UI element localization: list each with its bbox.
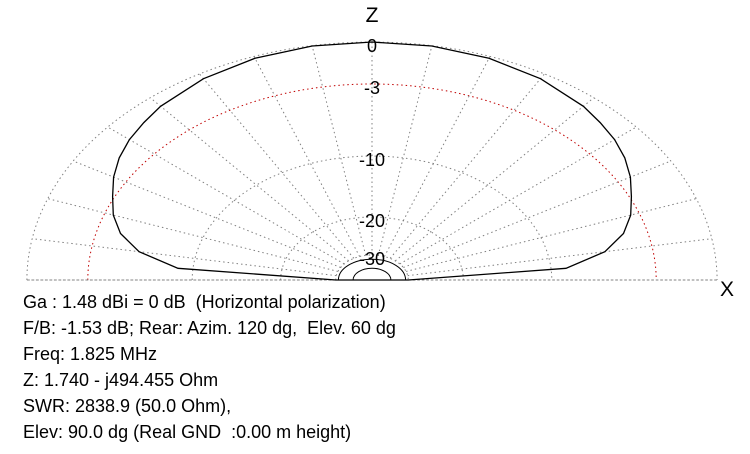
spoke-line — [149, 97, 350, 262]
z-axis-label: Z — [366, 4, 379, 27]
ring-labels: 0 -3 -10 -20 -30 — [359, 36, 385, 269]
ring-label: 0 — [367, 36, 377, 56]
ring-label: -3 — [364, 78, 380, 98]
front-back-info: F/B: -1.53 dB; Rear: Azim. 120 dg, Elev.… — [23, 318, 396, 338]
spoke-line — [405, 198, 697, 272]
spoke-line — [199, 73, 355, 259]
spoke-line — [32, 238, 337, 277]
spoke-line — [311, 45, 367, 256]
spoke-line — [394, 97, 595, 262]
ring-minus-20db — [280, 216, 464, 281]
spoke-line — [107, 126, 345, 265]
ring-label: -10 — [359, 150, 385, 170]
swr-info: SWR: 2838.9 (50.0 Ohm), — [23, 396, 232, 416]
spoke-line — [403, 160, 672, 268]
elevation-info: Elev: 90.0 dg (Real GND :0.00 m height) — [23, 422, 352, 442]
radiation-pattern-line — [111, 41, 633, 281]
impedance-info: Z: 1.740 - j494.455 Ohm — [23, 370, 219, 390]
ring-minus-10db — [191, 155, 553, 281]
spoke-line — [377, 45, 433, 256]
polar-grid — [26, 41, 718, 281]
ring-minus-30db — [335, 254, 409, 281]
center-ring — [337, 258, 407, 281]
spoke-line — [383, 56, 491, 257]
gain-info: Ga : 1.48 dBi = 0 dB (Horizontal polariz… — [23, 292, 386, 312]
ring-label: -30 — [359, 249, 385, 269]
x-axis-label: X — [720, 278, 734, 301]
spoke-line — [399, 126, 637, 265]
frequency-info: Freq: 1.825 MHz — [23, 344, 158, 364]
spoke-line — [407, 238, 712, 277]
spoke-line — [253, 56, 361, 257]
spoke-line — [72, 160, 341, 268]
ring-minus-3db — [87, 83, 657, 281]
ring-0db — [26, 41, 718, 281]
spoke-line — [389, 73, 545, 259]
spoke-line — [47, 198, 339, 272]
ring-label: -20 — [359, 211, 385, 231]
center-ring — [352, 267, 392, 281]
